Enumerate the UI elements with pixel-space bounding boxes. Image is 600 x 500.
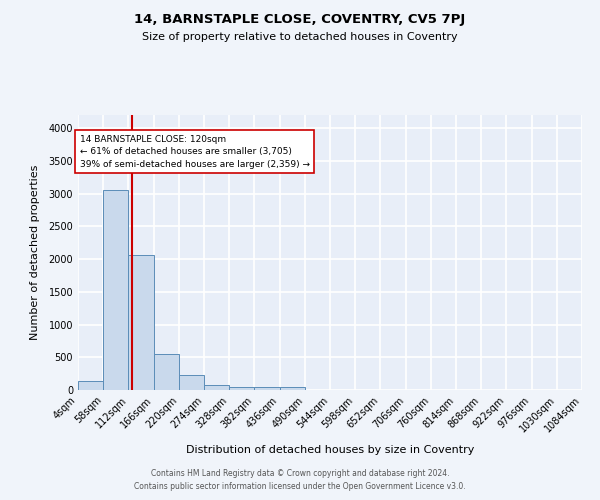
Bar <box>128 255 154 390</box>
Bar <box>229 386 254 390</box>
Text: Contains HM Land Registry data © Crown copyright and database right 2024.: Contains HM Land Registry data © Crown c… <box>151 468 449 477</box>
Bar <box>179 376 204 390</box>
Text: Contains public sector information licensed under the Open Government Licence v3: Contains public sector information licen… <box>134 482 466 491</box>
Text: Size of property relative to detached houses in Coventry: Size of property relative to detached ho… <box>142 32 458 42</box>
Bar <box>254 388 280 390</box>
X-axis label: Distribution of detached houses by size in Coventry: Distribution of detached houses by size … <box>186 445 474 455</box>
Bar <box>78 381 103 390</box>
Y-axis label: Number of detached properties: Number of detached properties <box>30 165 40 340</box>
Bar <box>103 190 128 390</box>
Bar <box>204 386 229 390</box>
Text: 14 BARNSTAPLE CLOSE: 120sqm
← 61% of detached houses are smaller (3,705)
39% of : 14 BARNSTAPLE CLOSE: 120sqm ← 61% of det… <box>80 134 310 168</box>
Bar <box>280 388 305 390</box>
Bar <box>154 354 179 390</box>
Text: 14, BARNSTAPLE CLOSE, COVENTRY, CV5 7PJ: 14, BARNSTAPLE CLOSE, COVENTRY, CV5 7PJ <box>134 12 466 26</box>
